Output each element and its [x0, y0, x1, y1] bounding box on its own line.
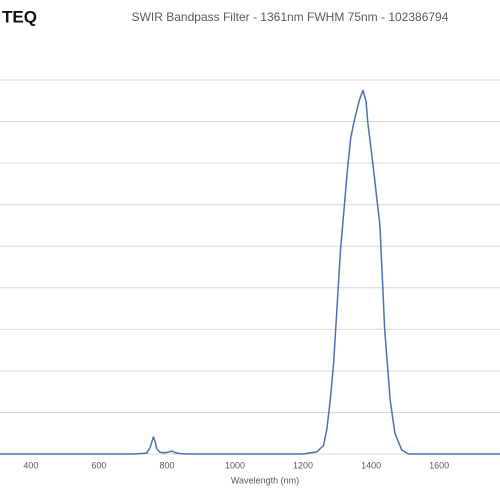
data-line	[0, 89, 500, 455]
x-axis-label: Wavelength (nm)	[231, 475, 299, 485]
x-tick-label: 600	[91, 460, 106, 470]
logo: TEQ	[2, 7, 37, 26]
x-tick-label: 1000	[225, 460, 245, 470]
x-tick-label: 1600	[429, 460, 449, 470]
x-tick-label: 800	[159, 460, 174, 470]
chart-title: SWIR Bandpass Filter - 1361nm FWHM 75nm …	[132, 10, 449, 24]
x-tick-label: 1400	[361, 460, 381, 470]
x-tick-label: 400	[23, 460, 38, 470]
x-tick-label: 1200	[293, 460, 313, 470]
